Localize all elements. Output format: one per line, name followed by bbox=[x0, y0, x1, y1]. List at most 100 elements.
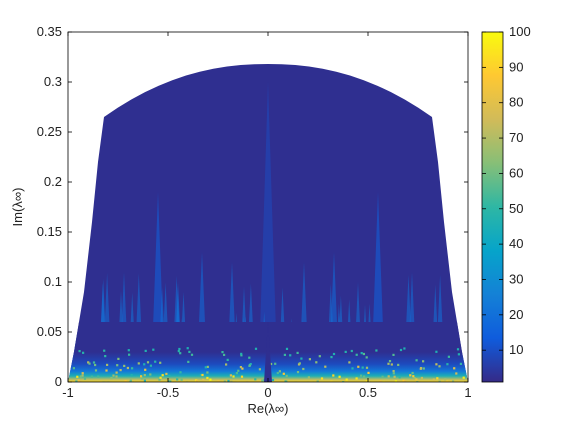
speckle bbox=[104, 355, 107, 358]
speckle bbox=[178, 347, 181, 351]
speckle bbox=[92, 361, 96, 364]
speckle bbox=[77, 379, 80, 382]
speckle bbox=[420, 376, 423, 380]
speckle bbox=[285, 347, 289, 350]
speckle bbox=[365, 356, 368, 359]
speckle bbox=[278, 370, 281, 373]
x-tick-label: -1 bbox=[62, 385, 74, 400]
speckle bbox=[124, 380, 127, 382]
speckle bbox=[78, 350, 81, 353]
speckle bbox=[144, 349, 147, 352]
speckle bbox=[76, 375, 79, 378]
speckle bbox=[285, 374, 288, 377]
speckle bbox=[146, 361, 150, 364]
speckle-layer bbox=[72, 347, 465, 382]
speckle bbox=[420, 367, 423, 370]
speckle bbox=[447, 355, 450, 358]
speckle bbox=[394, 380, 397, 382]
colorbar-tick-label: 30 bbox=[509, 271, 523, 286]
speckle bbox=[379, 380, 382, 382]
colorbar-tick-label: 100 bbox=[509, 24, 531, 39]
y-tick-label: 0.1 bbox=[44, 274, 62, 289]
speckle bbox=[221, 351, 224, 354]
speckle bbox=[438, 380, 441, 382]
x-axis-label: Re(λ∞) bbox=[247, 401, 288, 416]
speckle bbox=[204, 366, 207, 369]
speckle bbox=[436, 377, 439, 380]
speckle bbox=[161, 374, 164, 377]
axes: -1 -0.5 0 0.5 1 0 0.05 0.1 0.15 0.2 0.25 0.3 0.35 Re(… bbox=[10, 24, 472, 416]
speckle bbox=[307, 376, 310, 379]
speckle bbox=[330, 356, 333, 359]
speckle bbox=[316, 380, 319, 382]
speckle bbox=[83, 377, 87, 380]
speckle bbox=[432, 378, 435, 381]
speckle bbox=[271, 378, 275, 382]
speckle bbox=[217, 380, 220, 382]
colorbar-tick-label: 60 bbox=[509, 165, 523, 180]
speckle bbox=[381, 375, 384, 378]
speckle bbox=[276, 371, 279, 375]
speckle bbox=[332, 374, 335, 377]
speckle bbox=[237, 369, 240, 372]
speckle bbox=[79, 380, 82, 382]
speckle bbox=[240, 375, 244, 378]
speckle bbox=[202, 378, 205, 381]
speckle bbox=[415, 359, 418, 362]
speckle bbox=[300, 357, 303, 360]
speckle bbox=[159, 376, 162, 379]
speckle bbox=[129, 379, 132, 382]
speckle bbox=[81, 372, 84, 375]
speckle bbox=[444, 378, 447, 381]
speckle bbox=[149, 364, 152, 367]
speckle bbox=[223, 353, 226, 356]
speckle bbox=[209, 378, 212, 381]
speckle bbox=[344, 350, 347, 353]
speckle bbox=[232, 375, 235, 378]
y-tick-label: 0.15 bbox=[37, 224, 62, 239]
speckle bbox=[282, 372, 285, 375]
speckle bbox=[117, 357, 120, 360]
speckle bbox=[338, 375, 341, 378]
speckle bbox=[462, 376, 465, 379]
speckle bbox=[143, 379, 146, 382]
speckle bbox=[355, 377, 358, 380]
speckle bbox=[404, 380, 407, 382]
speckle bbox=[360, 374, 363, 377]
speckle bbox=[97, 375, 100, 378]
speckle bbox=[206, 365, 209, 368]
speckle bbox=[105, 369, 108, 372]
speckle bbox=[348, 361, 351, 364]
speckle bbox=[324, 365, 327, 368]
colorbar: 10 20 30 40 50 60 70 80 90 100 bbox=[481, 24, 531, 383]
y-tick-label: 0.3 bbox=[44, 74, 62, 89]
speckle bbox=[229, 374, 232, 377]
speckle bbox=[388, 360, 392, 363]
speckle bbox=[128, 353, 131, 356]
speckle bbox=[361, 366, 364, 369]
speckle bbox=[131, 367, 134, 370]
plot-area bbox=[68, 64, 468, 382]
speckle bbox=[445, 380, 448, 382]
speckle bbox=[152, 348, 155, 351]
speckle bbox=[438, 365, 441, 368]
speckle bbox=[88, 362, 91, 365]
speckle bbox=[90, 375, 93, 378]
spike bbox=[258, 82, 278, 382]
speckle bbox=[226, 358, 229, 361]
speckle bbox=[387, 375, 390, 378]
speckle bbox=[422, 367, 425, 370]
speckle bbox=[365, 366, 369, 369]
speckle bbox=[283, 353, 286, 356]
speckle bbox=[94, 369, 98, 372]
speckle bbox=[435, 350, 438, 353]
speckle bbox=[412, 375, 415, 378]
speckle bbox=[240, 352, 243, 355]
speckle bbox=[308, 358, 311, 361]
speckle bbox=[390, 363, 393, 366]
speckle bbox=[154, 360, 157, 363]
speckle bbox=[195, 379, 199, 382]
speckle bbox=[130, 374, 133, 377]
speckle bbox=[82, 351, 85, 354]
speckle bbox=[190, 353, 194, 356]
